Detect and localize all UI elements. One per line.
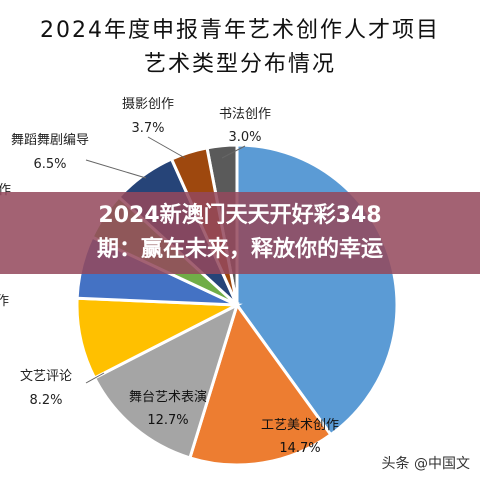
leader-line-0 <box>147 136 186 159</box>
leader-line-2 <box>85 159 147 179</box>
label-literary-criticism: 文艺评论 <box>20 369 72 384</box>
label-craft-art: 工艺美术创作 <box>261 418 339 433</box>
value-stage-performance: 12.7% <box>147 413 188 428</box>
label-calligraphy: 书法创作 <box>219 107 271 122</box>
chart-title: 2024年度申报青年艺术创作人才项目 <box>40 18 440 43</box>
label-truncated-top: 作 <box>0 183 11 198</box>
pie-slice-3 <box>92 302 240 460</box>
value-craft-art: 14.7% <box>279 441 320 456</box>
value-dance-direction: 6.5% <box>33 157 66 172</box>
leader-line-3 <box>85 372 105 384</box>
chart-subtitle: 艺术类型分布情况 <box>143 52 336 77</box>
promo-line-1: 2024新澳门天天开好彩348 <box>98 203 382 228</box>
label-truncated-bottom: 作 <box>0 294 9 309</box>
label-photography: 摄影创作 <box>122 97 174 112</box>
promo-banner[interactable]: 2024新澳门天天开好彩348 期：赢在未来，释放你的幸运 <box>0 192 480 274</box>
watermark: 头条 @中国文 <box>377 452 474 474</box>
value-photography: 3.7% <box>131 121 164 136</box>
label-dance-direction: 舞蹈舞剧编导 <box>11 133 89 148</box>
value-literary-criticism: 8.2% <box>29 393 62 408</box>
value-calligraphy: 3.0% <box>228 130 261 145</box>
label-stage-performance: 舞台艺术表演 <box>129 389 207 405</box>
leader-lines <box>85 136 246 384</box>
promo-line-2: 期：赢在未来，释放你的幸运 <box>96 237 383 262</box>
leader-line-1 <box>221 145 246 159</box>
